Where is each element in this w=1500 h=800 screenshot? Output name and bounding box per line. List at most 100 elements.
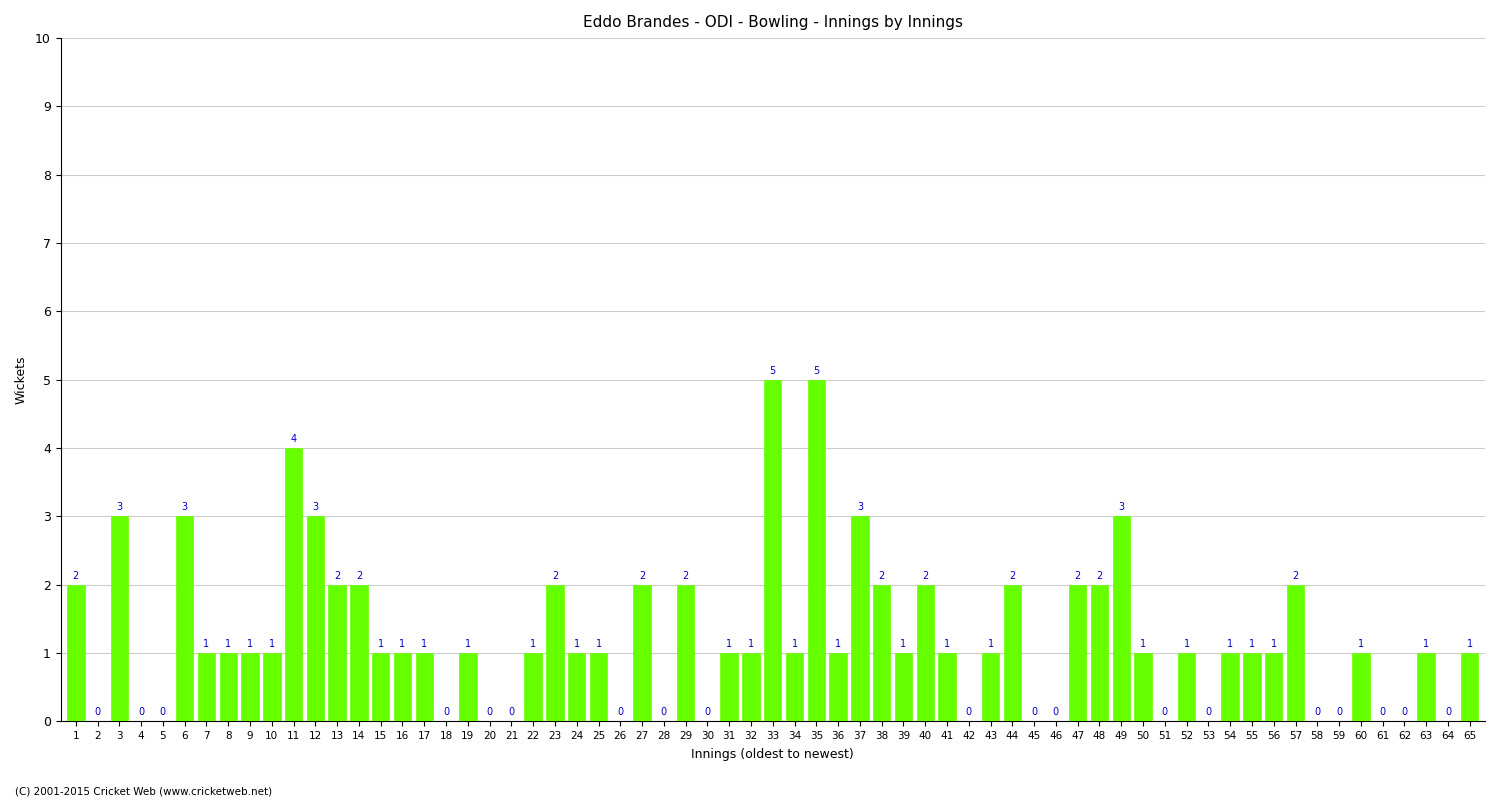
Text: 0: 0	[486, 707, 492, 718]
Text: 1: 1	[465, 639, 471, 649]
Text: 1: 1	[596, 639, 602, 649]
Bar	[1113, 516, 1130, 722]
Bar	[894, 653, 912, 722]
Text: 0: 0	[616, 707, 624, 718]
Text: 1: 1	[748, 639, 754, 649]
Bar	[1461, 653, 1479, 722]
Bar	[720, 653, 738, 722]
Text: 0: 0	[1444, 707, 1450, 718]
Text: 1: 1	[987, 639, 993, 649]
Text: 0: 0	[1401, 707, 1407, 718]
Text: 1: 1	[944, 639, 950, 649]
Text: 5: 5	[770, 366, 776, 376]
Text: 2: 2	[552, 570, 558, 581]
Text: 1: 1	[1424, 639, 1430, 649]
Bar	[262, 653, 280, 722]
Bar	[568, 653, 585, 722]
Bar	[807, 380, 825, 722]
Text: 1: 1	[1184, 639, 1190, 649]
Text: 0: 0	[1336, 707, 1342, 718]
Text: 0: 0	[94, 707, 100, 718]
Bar	[546, 585, 564, 722]
Bar	[1004, 585, 1022, 722]
Bar	[633, 585, 651, 722]
Text: 1: 1	[726, 639, 732, 649]
Bar	[1178, 653, 1196, 722]
Text: (C) 2001-2015 Cricket Web (www.cricketweb.net): (C) 2001-2015 Cricket Web (www.cricketwe…	[15, 786, 272, 796]
Bar	[525, 653, 542, 722]
Text: 0: 0	[138, 707, 144, 718]
Text: 3: 3	[117, 502, 123, 512]
Bar	[416, 653, 434, 722]
Text: 2: 2	[356, 570, 362, 581]
Bar	[1244, 653, 1260, 722]
Title: Eddo Brandes - ODI - Bowling - Innings by Innings: Eddo Brandes - ODI - Bowling - Innings b…	[584, 15, 963, 30]
Bar	[1134, 653, 1152, 722]
Bar	[176, 516, 194, 722]
Text: 2: 2	[1010, 570, 1016, 581]
Text: 1: 1	[900, 639, 906, 649]
Bar	[850, 516, 868, 722]
Bar	[1352, 653, 1370, 722]
Text: 2: 2	[879, 570, 885, 581]
Bar	[394, 653, 411, 722]
Text: 3: 3	[856, 502, 862, 512]
Text: 3: 3	[182, 502, 188, 512]
Text: 2: 2	[1293, 570, 1299, 581]
Text: 2: 2	[334, 570, 340, 581]
Text: 0: 0	[1206, 707, 1212, 718]
Text: 0: 0	[442, 707, 448, 718]
Bar	[786, 653, 804, 722]
Text: 1: 1	[268, 639, 274, 649]
Text: 1: 1	[530, 639, 536, 649]
Text: 1: 1	[836, 639, 842, 649]
Text: 0: 0	[1380, 707, 1386, 718]
Text: 0: 0	[1030, 707, 1036, 718]
Bar	[590, 653, 608, 722]
Text: 1: 1	[1140, 639, 1146, 649]
Bar	[111, 516, 128, 722]
Y-axis label: Wickets: Wickets	[15, 355, 28, 404]
Text: 1: 1	[792, 639, 798, 649]
Text: 1: 1	[573, 639, 580, 649]
Bar	[68, 585, 84, 722]
Bar	[1070, 585, 1086, 722]
Text: 2: 2	[72, 570, 80, 581]
Text: 1: 1	[1358, 639, 1364, 649]
Text: 1: 1	[225, 639, 231, 649]
Text: 3: 3	[1118, 502, 1125, 512]
Text: 0: 0	[1053, 707, 1059, 718]
Bar	[1287, 585, 1304, 722]
Bar	[350, 585, 368, 722]
Bar	[764, 380, 782, 722]
Text: 1: 1	[204, 639, 210, 649]
Bar	[1418, 653, 1436, 722]
Text: 5: 5	[813, 366, 819, 376]
Text: 1: 1	[1467, 639, 1473, 649]
Bar	[1221, 653, 1239, 722]
Text: 0: 0	[160, 707, 166, 718]
Bar	[830, 653, 848, 722]
Bar	[285, 448, 303, 722]
Text: 0: 0	[966, 707, 972, 718]
Bar	[198, 653, 214, 722]
Bar	[372, 653, 390, 722]
Text: 4: 4	[291, 434, 297, 444]
Text: 1: 1	[248, 639, 254, 649]
Bar	[219, 653, 237, 722]
X-axis label: Innings (oldest to newest): Innings (oldest to newest)	[692, 748, 853, 761]
Text: 1: 1	[1270, 639, 1276, 649]
Text: 0: 0	[1162, 707, 1168, 718]
Bar	[1090, 585, 1108, 722]
Text: 0: 0	[662, 707, 668, 718]
Text: 2: 2	[922, 570, 928, 581]
Bar	[873, 585, 891, 722]
Bar	[1264, 653, 1282, 722]
Text: 2: 2	[682, 570, 688, 581]
Text: 2: 2	[639, 570, 645, 581]
Text: 3: 3	[312, 502, 318, 512]
Text: 1: 1	[422, 639, 428, 649]
Text: 1: 1	[378, 639, 384, 649]
Text: 1: 1	[1227, 639, 1233, 649]
Bar	[459, 653, 477, 722]
